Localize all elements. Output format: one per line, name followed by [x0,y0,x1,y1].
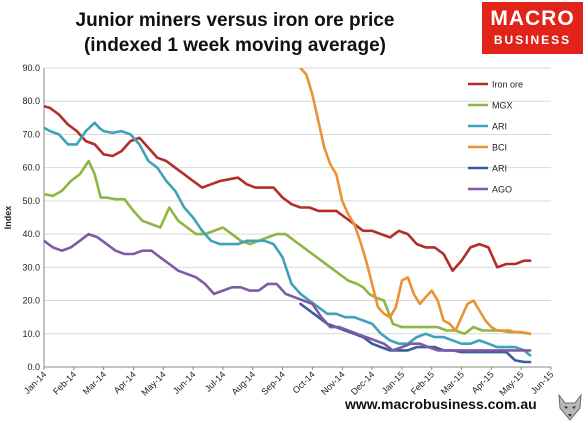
series-lines [44,68,532,364]
x-tick-label: Aug-14 [230,369,258,397]
x-tick-label: May-14 [139,369,167,397]
series-line-0 [44,104,532,273]
y-tick-label: 30.0 [22,262,40,272]
logo-line-1: MACRO [490,7,575,30]
series-line-2 [44,121,532,357]
macrobusiness-logo: MACRO BUSINESS [482,2,583,54]
x-tick-label: Mar-15 [439,369,466,396]
chart-title-line-2: (indexed 1 week moving average) [83,35,386,56]
x-tick-label: Mar-14 [81,369,108,396]
y-tick-label: 40.0 [22,229,40,239]
legend-label: AGO [492,185,512,195]
legend: Iron ore MGX ARI BCI ARI AGO [468,80,523,195]
x-tick-label: May-15 [497,369,525,397]
x-tick-label: Apr-14 [112,369,138,395]
y-tick-label: 0.0 [27,362,40,372]
x-tick-label: Jun-14 [171,369,198,396]
y-tick-label: 90.0 [22,63,40,73]
y-tick-label: 50.0 [22,196,40,206]
y-tick-label: 70.0 [22,129,40,139]
x-tick-label: Jun-15 [529,369,556,396]
x-tick-label: Oct-14 [291,369,317,395]
x-tick-label: Jan-15 [380,369,407,396]
y-tick-label: 80.0 [22,96,40,106]
legend-label: ARI [492,164,507,174]
footer-url: www.macrobusiness.com.au [345,396,537,412]
chart-title: Junior miners versus iron ore price (ind… [0,8,470,58]
x-tick-label: Jan-14 [22,369,49,396]
logo-line-2: BUSINESS [493,33,572,47]
legend-label: Iron ore [492,80,523,90]
series-line-1 [44,159,532,336]
x-tick-label: Feb-15 [409,369,436,396]
legend-label: BCI [492,143,507,153]
series-line-3 [299,68,532,336]
x-tick-label: Jul-14 [203,369,227,393]
x-tick-label: Feb-14 [51,369,78,396]
series-line-5 [44,232,532,352]
y-tick-label: 20.0 [22,296,40,306]
axes: 0.0 10.0 20.0 30.0 40.0 50.0 60.0 70.0 80.0 90.0 J… [3,63,555,398]
wolf-mascot-icon [558,393,582,421]
legend-label: MGX [492,101,513,111]
x-tick-label: Nov-14 [319,369,347,397]
grid-lines [44,67,551,368]
y-tick-label: 60.0 [22,163,40,173]
chart-title-line-1: Junior miners versus iron ore price [75,10,395,31]
y-tick-label: 10.0 [22,329,40,339]
x-tick-label: Apr-15 [470,369,496,395]
y-axis-label: Index [3,206,13,230]
x-tick-label: Sep-14 [259,369,287,397]
legend-label: ARI [492,122,507,132]
x-tick-label: Dec-14 [349,369,377,397]
